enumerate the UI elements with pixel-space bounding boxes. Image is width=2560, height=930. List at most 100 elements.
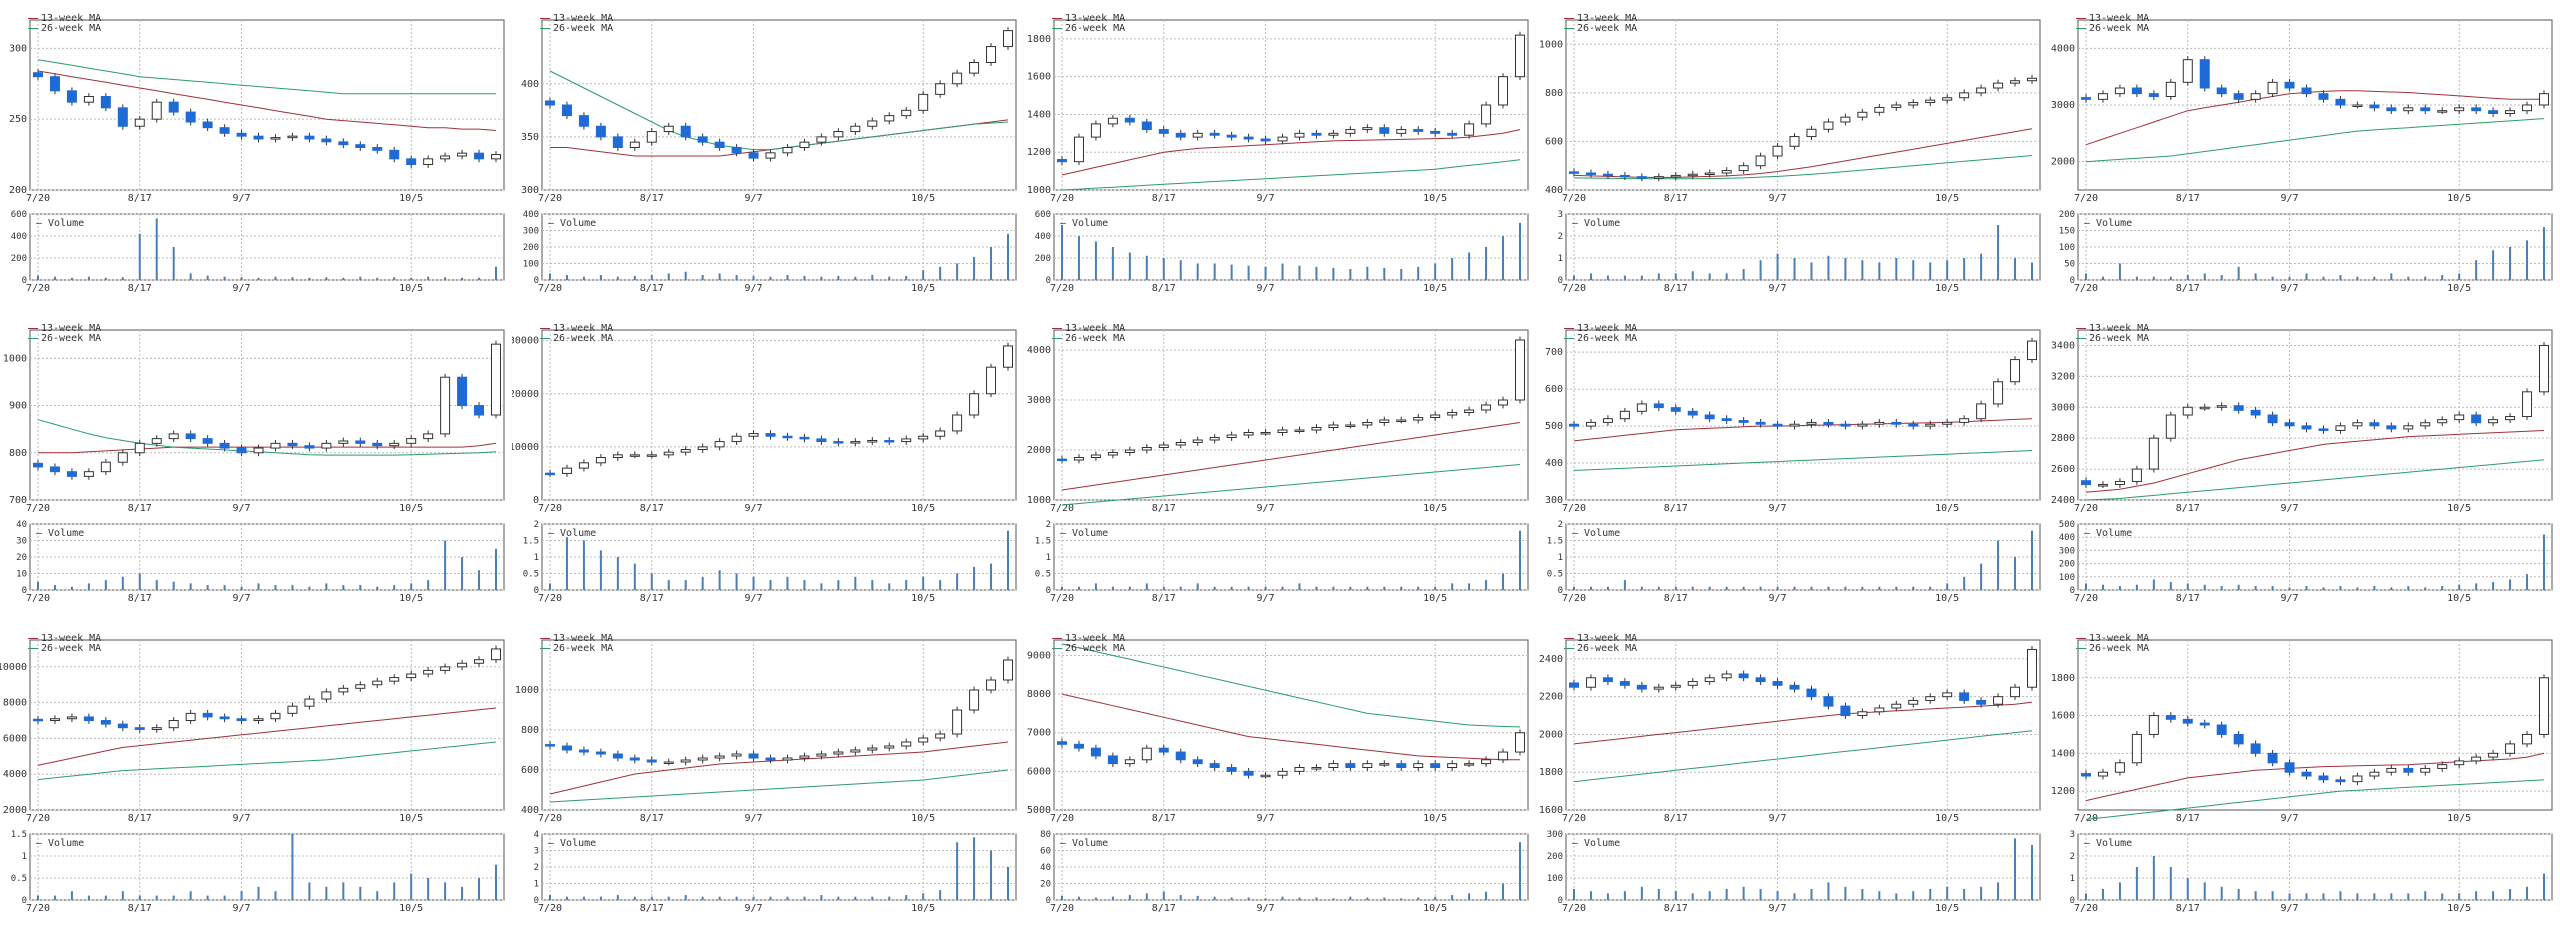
y-tick-label: 1800 (2051, 673, 2075, 684)
ma13-line (1061, 422, 1521, 491)
stock-chart-panel[interactable]: 7/20 7/20 8/17 8/17 9/7 9/7 10/5 10/5 5000 6000 70… (1024, 620, 1536, 930)
volume-tick-label: 300 (523, 227, 539, 237)
volume-bar (2031, 530, 2033, 590)
stock-chart-panel[interactable]: 7/20 7/20 8/17 8/17 9/7 9/7 10/5 10/5 1600 1800 20… (1536, 620, 2048, 930)
candle-body (2284, 762, 2295, 773)
volume-tick-label: 1.5 (1547, 537, 1563, 547)
volume-bar (1162, 258, 1165, 280)
volume-bar (2169, 582, 2172, 590)
volume-bar (393, 585, 396, 590)
candle-body (1209, 763, 1220, 769)
y-tick-label: 250 (9, 114, 27, 125)
volume-bar (240, 891, 243, 900)
candle-body (287, 442, 298, 447)
volume-bar (138, 573, 141, 590)
stock-chart-panel[interactable]: 7/20 7/20 8/17 8/17 9/7 9/7 10/5 10/5 300 400 500 6… (1536, 310, 2048, 620)
volume-tick-label: 2 (1558, 520, 1563, 530)
legend-swatch (28, 17, 38, 19)
volume-bar (393, 277, 396, 280)
candle-body (33, 72, 43, 78)
volume-bar (1298, 897, 1301, 900)
ma-legend: 13-week MA 26-week MA (1052, 634, 1125, 654)
volume-bar (2526, 886, 2529, 900)
stock-chart-panel[interactable]: 7/20 7/20 8/17 8/17 9/7 9/7 10/5 10/5 400 600 800 1… (1536, 0, 2048, 310)
stock-chart-panel[interactable]: 7/20 7/20 8/17 8/17 9/7 9/7 10/5 10/5 1000 2000 30… (1024, 310, 1536, 620)
volume-bar (599, 896, 602, 900)
x-tick-label: 8/17 (1152, 813, 1176, 824)
volume-tick-label: 1 (1046, 553, 1051, 563)
stock-chart-panel[interactable]: 7/20 7/20 8/17 8/17 9/7 9/7 10/5 10/5 400 600 800 1… (512, 620, 1024, 930)
candle-body (1277, 136, 1288, 142)
candle-body (1602, 173, 1613, 177)
volume-tick-label: 500 (2059, 520, 2075, 530)
stock-chart-panel[interactable]: 7/20 7/20 8/17 8/17 9/7 9/7 10/5 10/5 1200 1400 16… (2048, 620, 2560, 930)
volume-tick-label: 200 (1547, 852, 1563, 862)
candle-body (66, 471, 77, 477)
x-tick-label: 10/5 (1935, 193, 1959, 204)
y-tick-label: 3400 (2051, 340, 2075, 351)
volume-bar (735, 275, 738, 280)
stock-chart-panel[interactable]: 7/20 7/20 8/17 8/17 9/7 9/7 10/5 10/5 300 350 400 0… (512, 0, 1024, 310)
volume-bar (1606, 586, 1609, 590)
candle-body (1789, 684, 1800, 690)
stock-chart-panel[interactable]: 7/20 7/20 8/17 8/17 9/7 9/7 10/5 10/5 200 250 300 0… (0, 0, 512, 310)
y-tick-label: 2600 (2051, 464, 2075, 475)
candle-body (714, 441, 725, 448)
volume-bar (820, 583, 823, 590)
candle-body (2027, 77, 2037, 82)
volume-bar (2203, 882, 2206, 900)
volume-bar (718, 273, 721, 280)
volume-bar (2390, 273, 2393, 280)
candle-body (1755, 155, 1766, 167)
volume-bar (1589, 273, 1592, 280)
stock-chart-panel[interactable]: 7/20 7/20 8/17 8/17 9/7 9/7 10/5 10/5 2000 4000 60… (0, 620, 512, 930)
volume-bar (1997, 225, 2000, 280)
candle-body (2522, 104, 2533, 112)
candle-body (1840, 423, 1851, 427)
volume-tick-label: 200 (11, 254, 27, 264)
volume-tick-label: 0 (2070, 586, 2075, 596)
stock-chart-panel[interactable]: 7/20 7/20 8/17 8/17 9/7 9/7 10/5 10/5 1000 1200 14… (1024, 0, 1536, 310)
x-tick-label: 8/17 (640, 503, 664, 514)
candle-body (918, 435, 929, 440)
candle-body (1362, 763, 1373, 769)
volume-bar (1640, 886, 1643, 900)
candle-body (474, 405, 485, 416)
volume-tick-label: 0.5 (1035, 570, 1051, 580)
stock-chart-panel[interactable]: 7/20 7/20 8/17 8/17 9/7 9/7 10/5 10/5 700 800 900 1… (0, 310, 512, 620)
volume-bar (223, 895, 226, 900)
volume-tick-label: 80 (1040, 830, 1051, 840)
x-tick-label: 9/7 (1257, 813, 1275, 824)
volume-bar (1451, 895, 1454, 900)
volume-bar (2014, 557, 2017, 590)
y-tick-label: 300 (1545, 495, 1563, 506)
price-plot-frame (1565, 329, 2041, 501)
price-plot-frame (541, 329, 1017, 501)
candle-body (1311, 132, 1322, 136)
volume-tick-label: 100 (1547, 874, 1563, 884)
volume-bar (478, 277, 481, 280)
volume-bar (2288, 893, 2291, 900)
candle-body (2318, 775, 2329, 781)
volume-bar (376, 891, 379, 900)
volume-bar (939, 266, 942, 280)
candle-body (33, 718, 43, 722)
candle-body (287, 135, 298, 139)
volume-bar (905, 275, 908, 280)
x-tick-label: 7/20 (538, 813, 562, 824)
stock-chart-panel[interactable]: 7/20 7/20 8/17 8/17 9/7 9/7 10/5 10/5 2400 2600 28… (2048, 310, 2560, 620)
x-tick-label: 10/5 (1935, 503, 1959, 514)
y-tick-label: 500 (1545, 421, 1563, 432)
candle-body (49, 718, 60, 722)
candle-body (748, 152, 759, 159)
volume-bar (495, 266, 497, 280)
candle-body (2284, 81, 2295, 89)
candle-body (2165, 715, 2176, 720)
stock-chart-panel[interactable]: 7/20 7/20 8/17 8/17 9/7 9/7 10/5 10/5 2000 3000 40… (2048, 0, 2560, 310)
candle-body (1687, 173, 1698, 177)
x-tick-label: 10/5 (2447, 903, 2471, 914)
volume-bar (2271, 276, 2274, 280)
legend-swatch (1564, 647, 1574, 649)
